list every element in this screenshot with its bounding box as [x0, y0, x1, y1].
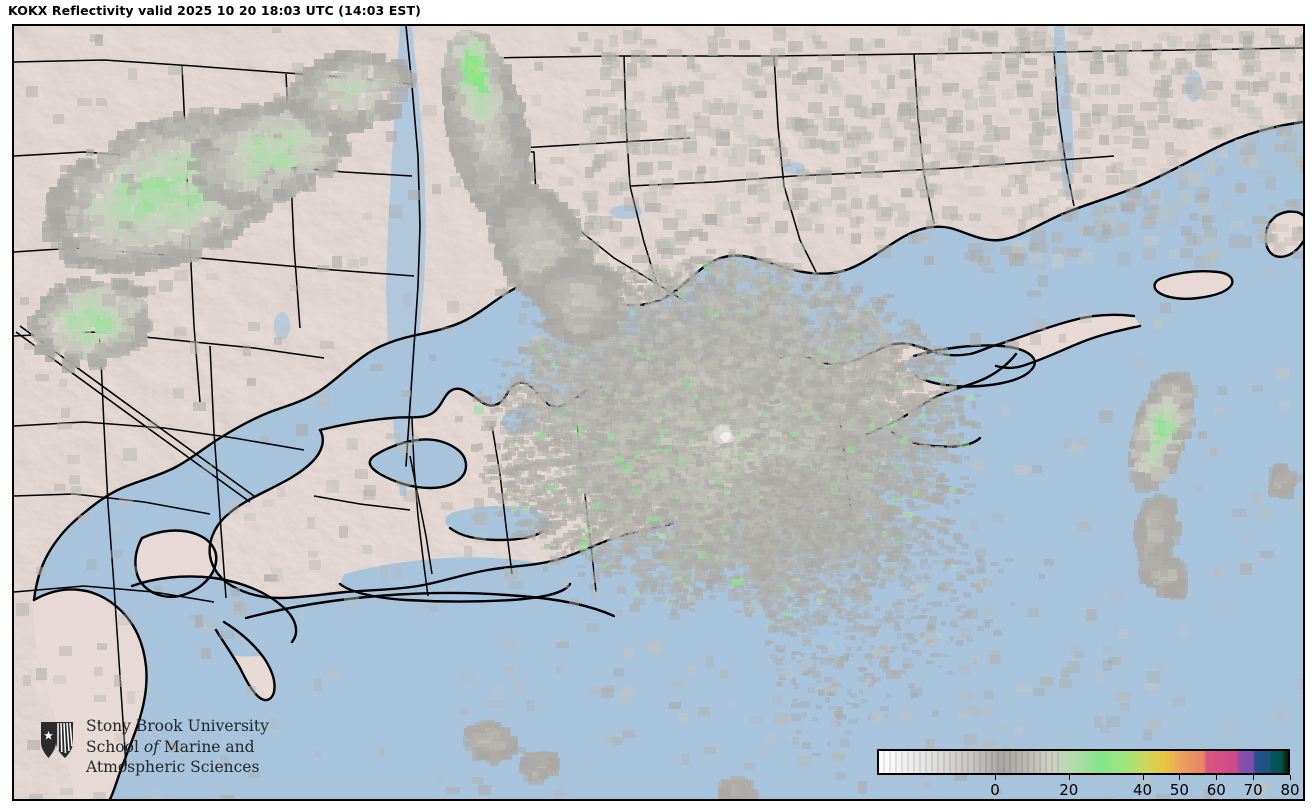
page-title: KOKX Reflectivity valid 2025 10 20 18:03…	[8, 3, 421, 18]
colorbar-tick-label: 40	[1132, 781, 1153, 799]
colorbar-tick	[1216, 775, 1218, 780]
map-viewport[interactable]: Stony Brook University School of Marine …	[14, 26, 1303, 799]
basemap	[14, 26, 1303, 799]
lake-2	[783, 162, 805, 174]
colorbar-tick	[995, 775, 996, 780]
colorbar-tick-label: 70	[1243, 781, 1263, 799]
colorbar-gradient-frame	[877, 749, 1290, 775]
radar-site-marker	[713, 425, 731, 443]
colorbar-tick-label: 60	[1206, 781, 1226, 799]
colorbar-tick-label: 50	[1169, 781, 1189, 799]
map-frame[interactable]: Stony Brook University School of Marine …	[12, 24, 1305, 801]
colorbar-tick-label: 80	[1280, 781, 1300, 799]
colorbar-tick-label: 0	[990, 781, 1000, 799]
colorbar-tick	[1290, 775, 1291, 780]
colorbar-banding	[879, 751, 1064, 773]
colorbar-tick	[1142, 775, 1144, 780]
colorbar-ticks: 0 20 40 50 60 70 80	[877, 775, 1300, 799]
colorbar-gradient	[879, 751, 1288, 773]
colorbar-tick	[1179, 775, 1181, 780]
lake-4	[1186, 70, 1202, 102]
colorbar: 0 20 40 50 60 70 80	[877, 749, 1302, 799]
lake-3	[274, 312, 290, 340]
colorbar-tick	[1068, 775, 1070, 780]
colorbar-tick	[1253, 775, 1255, 780]
colorbar-tick-label: 20	[1059, 781, 1079, 799]
